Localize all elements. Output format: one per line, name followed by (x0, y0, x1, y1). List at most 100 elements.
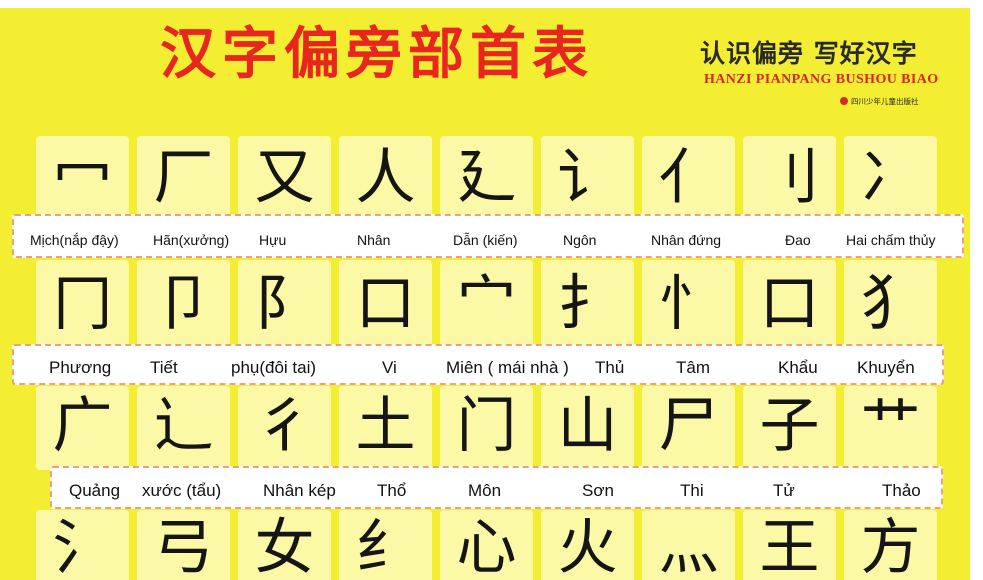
radical-cell: 口 (339, 260, 432, 355)
radical-cell: 讠 (541, 136, 634, 224)
radical-glyph: 辶 (153, 391, 214, 461)
radical-cell: 扌 (541, 260, 634, 355)
radical-glyph: 冫 (860, 143, 921, 213)
radical-glyph: 子 (759, 391, 820, 461)
radical-glyph: 尸 (658, 391, 719, 461)
radical-label: Hãn(xưởng) (153, 232, 230, 248)
radical-cell: 廴 (440, 136, 533, 224)
label-bar: Quảng xước (tẩu) Nhân kép Thổ Môn Sơn Thi Tử Thả… (50, 466, 943, 509)
publisher-name: 四川少年儿童出版社 (851, 97, 919, 106)
radical-glyph: 卩 (153, 269, 214, 339)
radical-glyph: 纟 (355, 513, 416, 580)
radical-cell: 尸 (642, 386, 735, 470)
radical-cell: 又 (238, 136, 331, 224)
radical-glyph: 方 (860, 513, 921, 580)
radical-label: Vi (382, 358, 397, 377)
radical-label: Thi (680, 481, 704, 500)
radical-glyph: 冖 (52, 143, 113, 213)
radical-glyph: 忄 (658, 269, 719, 339)
radical-glyph: 讠 (557, 143, 618, 213)
radical-cell: 子 (743, 386, 836, 470)
radical-label: phụ(đôi tai) (231, 358, 317, 377)
radical-cell: 女 (238, 510, 331, 580)
radical-label: Miên ( mái nhà ) (446, 358, 569, 377)
radical-glyph: 火 (557, 513, 618, 580)
radical-label: Môn (468, 481, 502, 500)
radical-cell: 心 (440, 510, 533, 580)
radical-glyph: 灬 (658, 513, 719, 580)
radical-label: Thổ (377, 481, 407, 500)
radical-cell: 忄 (642, 260, 735, 355)
radical-cell: 阝 (238, 260, 331, 355)
publisher-logo-icon (840, 97, 848, 105)
radical-label: Hựu (259, 232, 287, 248)
radical-label: Tiết (150, 358, 178, 377)
radical-cell: 冂 (36, 260, 129, 355)
radical-glyph: 彳 (254, 391, 315, 461)
radical-cell: 卩 (137, 260, 230, 355)
radical-glyph: 口 (759, 269, 820, 339)
radical-glyph: 阝 (254, 269, 315, 339)
radical-glyph: 广 (52, 391, 113, 461)
label-bar: Mịch(nắp đậy) Hãn(xưởng) Hựu Nhân Dẫn (kiến)… (12, 214, 964, 258)
radical-cell: 厂 (137, 136, 230, 224)
radical-label: Dẫn (kiến) (453, 232, 518, 248)
radical-glyph: 弓 (153, 513, 214, 580)
radical-label: Thủ (595, 358, 625, 377)
radical-cell: 口 (743, 260, 836, 355)
poster-pinyin: HANZI PIANPANG BUSHOU BIAO (704, 72, 939, 87)
label-bar: Phương Tiết phụ(đôi tai) Vi Miên ( mái nhà )… (12, 344, 944, 385)
radical-glyph: 土 (355, 391, 416, 461)
radical-cell: 辶 (137, 386, 230, 470)
radical-cell: 人 (339, 136, 432, 224)
radical-label: Hai chấm thủy (846, 232, 936, 248)
radical-cell: 刂 (743, 136, 836, 224)
radical-label: Nhân (357, 232, 391, 248)
radical-label: Tử (773, 481, 795, 500)
radical-cell: 艹 (844, 386, 937, 470)
radical-glyph: 人 (355, 143, 416, 213)
radical-cell: 氵 (36, 510, 129, 580)
radical-cell: 亻 (642, 136, 735, 224)
radical-label: Khuyển (857, 358, 915, 377)
radical-cell: 火 (541, 510, 634, 580)
radical-cell: 灬 (642, 510, 735, 580)
radical-glyph: 心 (456, 513, 517, 580)
radical-chart-poster: 汉字偏旁部首表 认识偏旁 写好汉字 HANZI PIANPANG BUSHOU … (0, 8, 970, 580)
radical-label: Tâm (676, 358, 710, 377)
radical-cell: 冫 (844, 136, 937, 224)
radical-cell: 王 (743, 510, 836, 580)
radical-cell: 宀 (440, 260, 533, 355)
radical-glyph: 厂 (153, 143, 214, 213)
radical-label: Khẩu (778, 358, 818, 377)
radical-glyph: 刂 (759, 143, 820, 213)
radical-glyph: 廴 (456, 143, 517, 213)
radical-glyph: 口 (355, 269, 416, 339)
radical-label: Quảng (69, 481, 121, 500)
radical-glyph: 亻 (658, 143, 719, 213)
radical-glyph: 冂 (52, 269, 113, 339)
radical-glyph: 宀 (456, 269, 517, 339)
radical-cell: 纟 (339, 510, 432, 580)
radical-glyph: 氵 (52, 513, 113, 580)
radical-label: Nhân đứng (651, 232, 722, 248)
radical-cell: 广 (36, 386, 129, 470)
radical-glyph: 山 (557, 391, 618, 461)
radical-cell: 方 (844, 510, 937, 580)
radical-label: Phương (49, 358, 112, 377)
radical-cell: 门 (440, 386, 533, 470)
radical-glyph: 门 (456, 391, 517, 461)
radical-glyph: 扌 (557, 269, 618, 339)
radical-label: Ngôn (563, 232, 597, 248)
radical-label: Sơn (582, 481, 614, 500)
radical-glyph: 女 (254, 513, 315, 580)
radical-cell: 土 (339, 386, 432, 470)
radical-cell: 彳 (238, 386, 331, 470)
poster-title: 汉字偏旁部首表 (160, 21, 594, 87)
radical-cell: 弓 (137, 510, 230, 580)
radical-glyph: 犭 (860, 269, 921, 339)
radical-cell: 山 (541, 386, 634, 470)
radical-cell: 犭 (844, 260, 937, 355)
radical-cell: 冖 (36, 136, 129, 224)
radical-glyph: 艹 (860, 391, 921, 461)
